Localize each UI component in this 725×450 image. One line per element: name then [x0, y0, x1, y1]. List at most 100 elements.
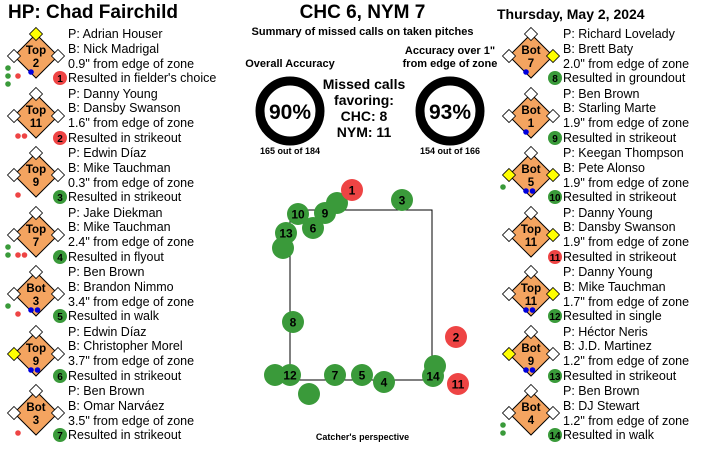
second-base-marker: [28, 205, 44, 220]
pitch-label: 3: [399, 194, 406, 208]
missed-call-card: Bot 3 7 P: Ben Brown B: Omar Narváez 3.5" fro…: [0, 383, 215, 447]
call-pitcher: P: Ben Brown: [563, 384, 640, 398]
call-details: P: Ben Brown B: Brandon Nimmo 3.4" from ed…: [68, 265, 194, 324]
inning-half: Top: [26, 343, 46, 355]
call-pitcher: P: Keegan Thompson: [563, 146, 684, 160]
inning-number: 9: [33, 177, 39, 189]
ball-count-dot: [34, 307, 41, 313]
third-base-marker: [6, 48, 22, 64]
second-base-marker: [523, 26, 539, 42]
third-base-marker: [501, 167, 517, 183]
call-number-badge: [53, 190, 67, 204]
inning-number: 11: [525, 237, 538, 249]
second-base-marker: [523, 383, 539, 399]
call-number: 10: [549, 193, 561, 204]
call-details: P: Danny Young B: Dansby Swanson 1.6" from…: [68, 87, 194, 146]
call-batter: B: Dansby Swanson: [68, 101, 181, 116]
call-pitcher: P: Edwin Díaz: [68, 146, 147, 160]
pitch-marker: 2: [445, 326, 467, 348]
missed-call-card: Bot 9 13 P: Héctor Neris B: J.D. Martinez 1.2…: [495, 324, 710, 388]
plot-caption: Catcher's perspective: [315, 432, 410, 442]
over1-accuracy-title: Accuracy over 1" from edge of zone: [402, 45, 498, 70]
call-batter: B: Starling Marte: [563, 101, 657, 116]
inning-number: 5: [528, 177, 535, 189]
call-dist: 1.2" from edge of zone: [563, 354, 690, 369]
first-base-marker: [50, 108, 66, 123]
pitch-marker: 10: [287, 203, 309, 225]
third-base-marker: [6, 286, 22, 302]
call-pitcher: P: Danny Young: [563, 265, 653, 279]
first-base-marker: [50, 48, 66, 64]
missed-call-card: Top 2 1 P: Adrian Houser B: Nick Madrigal 0.9…: [0, 26, 216, 90]
favor-chc: CHC: 8: [340, 108, 388, 124]
overall-accuracy-count: 165 out of 184: [259, 146, 321, 156]
call-number-badge: [53, 368, 67, 383]
ball-count-dot: [523, 69, 529, 75]
strike-count-dot: [15, 132, 21, 139]
infield-diamond: [13, 390, 59, 436]
inning-number: 4: [528, 415, 535, 427]
infield-diamond: [508, 271, 554, 317]
ball-count-dot: [523, 307, 529, 313]
inning-half: Bot: [521, 402, 540, 414]
pitch-label: 6: [310, 222, 317, 236]
call-result: Resulted in strikeout: [68, 130, 182, 145]
third-base-marker: [501, 227, 517, 242]
call-number: 8: [552, 74, 558, 85]
out-count-dot: [500, 422, 506, 428]
out-count-dot: [5, 303, 11, 309]
call-batter: B: Dansby Swanson: [563, 220, 676, 235]
third-base-marker: [501, 346, 517, 361]
call-pitcher: P: Ben Brown: [68, 265, 145, 279]
second-base-marker: [28, 264, 44, 280]
call-number: 9: [552, 134, 558, 145]
pitch-marker: 5: [351, 364, 373, 386]
call-batter: B: Brett Baty: [563, 41, 634, 56]
third-base-marker: [501, 48, 517, 64]
third-base-marker: [501, 405, 517, 421]
first-base-marker: [50, 346, 66, 361]
strike-count-dot: [21, 132, 28, 139]
third-base-marker: [6, 405, 22, 421]
missed-calls-favoring: Missed calls favoring: CHC: 8 NYM: 11: [318, 76, 410, 140]
pitch-marker: 4: [373, 371, 395, 393]
call-details: P: Edwin Díaz B: Mike Tauchman 0.3" from e…: [68, 146, 194, 205]
call-result: Resulted in strikeout: [68, 368, 182, 383]
pitch-label: 11: [452, 378, 465, 392]
infield-diamond: [508, 211, 554, 258]
first-base-marker: [50, 286, 66, 302]
call-batter: B: Brandon Nimmo: [68, 279, 174, 294]
strike-count-dot: [15, 73, 21, 79]
call-dist: 1.9" from edge of zone: [563, 116, 690, 131]
pitch-label: 8: [290, 316, 297, 330]
inning-number: 3: [33, 296, 39, 308]
call-dist: 2.0" from edge of zone: [563, 56, 690, 71]
inning-number: 11: [525, 296, 538, 308]
second-base-marker: [523, 86, 539, 101]
infield-diamond: [13, 330, 59, 377]
inning-number: 9: [33, 356, 39, 368]
call-batter: B: Pete Alonso: [563, 160, 646, 175]
call-number-badge: [53, 249, 67, 264]
call-pitcher: P: Jake Diekman: [68, 205, 163, 220]
call-batter: B: J.D. Martinez: [563, 339, 652, 354]
strike-count-dot: [15, 251, 21, 258]
third-base-marker: [501, 108, 517, 123]
infield-diamond: [508, 33, 554, 79]
pitch-label: 13: [279, 227, 293, 241]
call-number-badge: [53, 130, 67, 145]
call-number: 12: [549, 312, 561, 323]
call-result: Resulted in walk: [563, 428, 655, 443]
call-number: 7: [57, 431, 63, 442]
second-base-marker: [28, 324, 44, 339]
call-result: Resulted in strikeout: [68, 190, 182, 205]
call-details: P: Ben Brown B: DJ Stewart 1.2" from edge …: [563, 384, 689, 443]
pitch-label: 14: [426, 370, 440, 384]
call-dist: 3.7" from edge of zone: [68, 354, 195, 369]
third-base-marker: [6, 167, 22, 183]
second-base-marker: [523, 264, 539, 280]
call-result: Resulted in groundout: [563, 71, 686, 86]
